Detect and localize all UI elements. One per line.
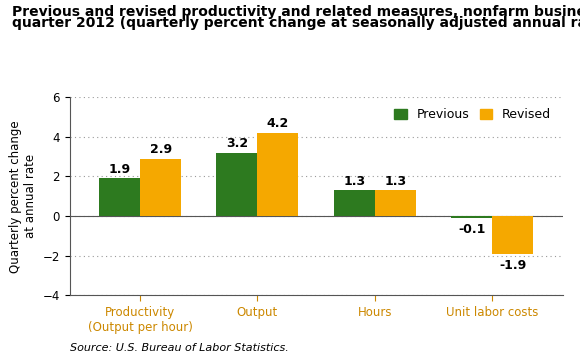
Y-axis label: Quarterly percent change
at annual rate: Quarterly percent change at annual rate <box>9 120 37 273</box>
Text: 3.2: 3.2 <box>226 137 248 150</box>
Text: 1.3: 1.3 <box>385 175 407 188</box>
Bar <box>140 158 181 216</box>
Legend: Previous, Revised: Previous, Revised <box>390 103 556 126</box>
Bar <box>492 216 533 253</box>
Text: quarter 2012 (quarterly percent change at seasonally adjusted annual rates): quarter 2012 (quarterly percent change a… <box>12 16 580 30</box>
Text: -0.1: -0.1 <box>458 223 485 236</box>
Text: Previous and revised productivity and related measures, nonfarm business, third: Previous and revised productivity and re… <box>12 5 580 19</box>
Text: 4.2: 4.2 <box>267 117 289 130</box>
Text: -1.9: -1.9 <box>499 258 526 271</box>
Bar <box>99 178 140 216</box>
Bar <box>258 133 299 216</box>
Bar <box>375 190 416 216</box>
Text: Source: U.S. Bureau of Labor Statistics.: Source: U.S. Bureau of Labor Statistics. <box>70 343 288 353</box>
Bar <box>334 190 375 216</box>
Text: 1.3: 1.3 <box>343 175 365 188</box>
Text: 2.9: 2.9 <box>150 143 172 156</box>
Bar <box>216 153 258 216</box>
Bar <box>451 216 492 218</box>
Text: 1.9: 1.9 <box>108 163 130 176</box>
